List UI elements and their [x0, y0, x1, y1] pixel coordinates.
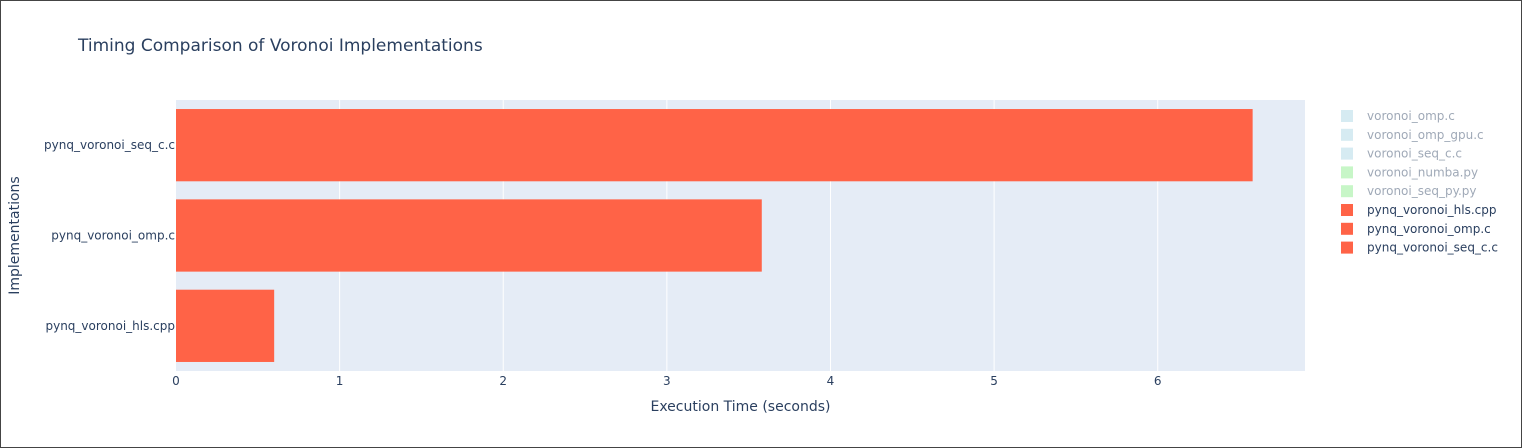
y-tick-label: pynq_voronoi_seq_c.c: [44, 138, 175, 152]
x-tick-labels: 0 1 2 3 4 5 6: [172, 374, 1161, 388]
bar-pynq_voronoi_omp.c[interactable]: [176, 199, 762, 272]
legend-swatch[interactable]: [1341, 241, 1353, 254]
legend-label[interactable]: pynq_voronoi_hls.cpp: [1367, 203, 1497, 217]
legend-item-voronoi_seq_py.py[interactable]: voronoi_seq_py.py: [1341, 184, 1477, 198]
y-tick-labels: pynq_voronoi_hls.cpp pynq_voronoi_omp.c py…: [44, 138, 175, 333]
x-axis-title: Execution Time (seconds): [650, 399, 830, 415]
bar-pynq_voronoi_hls.cpp[interactable]: [176, 289, 275, 362]
legend-label[interactable]: voronoi_seq_py.py: [1367, 184, 1477, 198]
bars: [176, 109, 1253, 362]
x-tick-label: 0: [172, 374, 180, 388]
legend-item-voronoi_omp_gpu.c[interactable]: voronoi_omp_gpu.c: [1341, 128, 1484, 142]
legend-swatch[interactable]: [1341, 147, 1353, 160]
x-tick-label: 1: [336, 374, 344, 388]
x-tick-label: 4: [827, 374, 835, 388]
legend-swatch[interactable]: [1341, 166, 1353, 179]
y-tick-label: pynq_voronoi_omp.c: [51, 229, 175, 243]
legend-label[interactable]: voronoi_omp.c: [1367, 109, 1455, 123]
legend-swatch[interactable]: [1341, 128, 1353, 141]
legend-item-pynq_voronoi_omp.c[interactable]: pynq_voronoi_omp.c: [1341, 222, 1491, 236]
x-tick-label: 5: [990, 374, 998, 388]
legend-item-voronoi_numba.py[interactable]: voronoi_numba.py: [1341, 165, 1478, 179]
legend[interactable]: voronoi_omp.c voronoi_omp_gpu.c voronoi_se…: [1341, 109, 1498, 255]
x-tick-label: 2: [499, 374, 507, 388]
y-axis-title: Implementations: [7, 176, 23, 294]
legend-item-voronoi_seq_c.c[interactable]: voronoi_seq_c.c: [1341, 147, 1462, 161]
legend-item-voronoi_omp.c[interactable]: voronoi_omp.c: [1341, 109, 1455, 123]
legend-item-pynq_voronoi_hls.cpp[interactable]: pynq_voronoi_hls.cpp: [1341, 203, 1497, 217]
legend-label[interactable]: voronoi_omp_gpu.c: [1367, 128, 1484, 142]
x-tick-label: 6: [1154, 374, 1162, 388]
legend-label[interactable]: voronoi_seq_c.c: [1367, 147, 1462, 161]
legend-swatch[interactable]: [1341, 204, 1353, 216]
y-tick-label: pynq_voronoi_hls.cpp: [45, 319, 175, 333]
legend-swatch[interactable]: [1341, 185, 1353, 198]
x-tick-label: 3: [663, 374, 671, 388]
legend-swatch[interactable]: [1341, 222, 1353, 235]
legend-label[interactable]: voronoi_numba.py: [1367, 165, 1478, 179]
legend-label[interactable]: pynq_voronoi_seq_c.c: [1367, 241, 1498, 255]
legend-swatch[interactable]: [1341, 110, 1353, 122]
legend-item-pynq_voronoi_seq_c.c[interactable]: pynq_voronoi_seq_c.c: [1341, 241, 1498, 255]
legend-label[interactable]: pynq_voronoi_omp.c: [1367, 222, 1491, 236]
chart-title: Timing Comparison of Voronoi Implementat…: [77, 36, 483, 56]
bar-pynq_voronoi_seq_c.c[interactable]: [176, 109, 1253, 182]
